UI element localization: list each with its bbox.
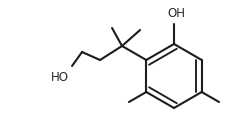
Text: HO: HO (51, 71, 69, 84)
Text: OH: OH (167, 7, 185, 20)
